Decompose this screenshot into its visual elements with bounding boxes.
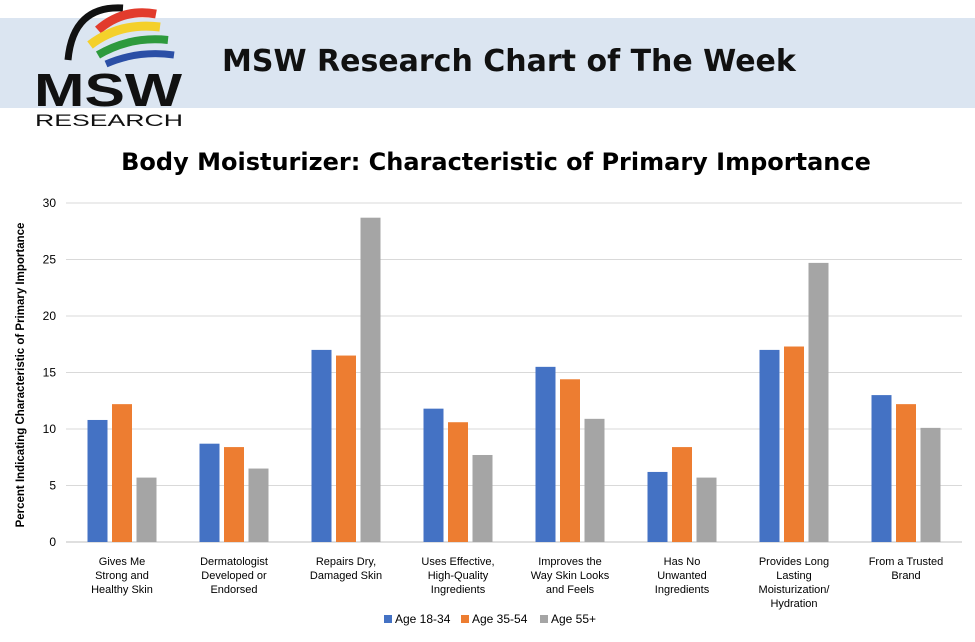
bar-age-55- [920, 427, 941, 542]
bar-age-55- [248, 468, 269, 542]
logo-arc-red [95, 8, 157, 34]
chart-container: Body Moisturizer: Characteristic of Prim… [0, 130, 975, 637]
legend-swatch [540, 615, 548, 623]
bar-age-55- [360, 217, 381, 542]
y-axis-label: Percent Indicating Characteristic of Pri… [15, 223, 27, 528]
y-tick-label: 15 [43, 366, 57, 380]
bar-age-35-54 [448, 422, 468, 542]
legend-label: Age 18-34 [395, 612, 451, 626]
x-category-labels: Gives Me Strong and Healthy Skin Dermatolog… [91, 556, 943, 610]
bar-age-35-54 [112, 404, 132, 542]
bar-age-18-34 [199, 443, 220, 542]
bar-age-55- [472, 454, 493, 542]
legend-label: Age 35-54 [472, 612, 528, 626]
bar-age-55- [584, 418, 605, 542]
y-tick-label: 25 [43, 253, 57, 267]
x-category-label: Damaged Skin [310, 570, 382, 582]
msw-logo: MSW RESEARCH [34, 4, 183, 130]
x-category-label: Healthy Skin [91, 584, 153, 596]
logo-subtext: RESEARCH [35, 111, 183, 130]
bar-age-35-54 [560, 379, 580, 542]
bar-age-18-34 [535, 366, 556, 542]
logo-text: MSW [34, 64, 183, 116]
x-category-label: Moisturization/ [759, 584, 831, 596]
y-tick-label: 20 [43, 309, 57, 323]
x-category-label: Repairs Dry, [316, 556, 376, 568]
x-category-label: Uses Effective, [421, 556, 494, 568]
x-category-label: Dermatologist [200, 556, 268, 568]
legend: Age 18-34 Age 35-54 Age 55+ [384, 612, 596, 626]
bar-chart: Body Moisturizer: Characteristic of Prim… [15, 148, 962, 626]
x-category-label: Unwanted [657, 570, 707, 582]
x-category-label: Ingredients [655, 584, 710, 596]
x-category-label: High-Quality [428, 570, 489, 582]
bar-age-35-54 [672, 447, 692, 542]
bars [87, 217, 941, 542]
bar-age-35-54 [224, 447, 244, 542]
x-category-label: Provides Long [759, 556, 829, 568]
x-category-label: Strong and [95, 570, 149, 582]
bar-age-18-34 [311, 349, 332, 542]
x-category-label: and Feels [546, 584, 595, 596]
x-category-label: Ingredients [431, 584, 486, 596]
logo-arc-blue [104, 50, 175, 68]
bar-age-18-34 [87, 419, 108, 542]
bar-age-18-34 [423, 408, 444, 542]
bar-age-55- [696, 477, 717, 542]
page-title: MSW Research Chart of The Week [222, 44, 796, 79]
bar-age-55- [808, 262, 829, 542]
bar-age-18-34 [759, 349, 780, 542]
x-category-label: Lasting [776, 570, 811, 582]
legend-swatch [384, 615, 392, 623]
x-category-label: Brand [891, 570, 920, 582]
legend-label: Age 55+ [551, 612, 596, 626]
bar-age-35-54 [336, 355, 356, 542]
header-banner [0, 18, 975, 108]
x-category-label: Endorsed [210, 584, 257, 596]
y-tick-label: 30 [43, 196, 57, 210]
y-tick-label: 0 [49, 535, 56, 549]
logo-arc-black [64, 4, 124, 61]
logo-arc-green [95, 35, 169, 59]
y-tick-label: 5 [49, 479, 56, 493]
bar-age-18-34 [871, 395, 892, 542]
y-tick-labels: 0 5 10 15 20 25 30 [43, 196, 57, 549]
logo-arc-yellow [87, 21, 161, 49]
bar-age-35-54 [784, 346, 804, 542]
bar-age-55- [136, 477, 157, 542]
x-category-label: Has No [664, 556, 701, 568]
x-category-label: Way Skin Looks [531, 570, 610, 582]
chart-title: Body Moisturizer: Characteristic of Prim… [121, 148, 871, 176]
x-category-label: From a Trusted [869, 556, 944, 568]
x-category-label: Hydration [770, 598, 817, 610]
x-category-label: Gives Me [99, 556, 145, 568]
bar-age-35-54 [896, 404, 916, 542]
legend-swatch [461, 615, 469, 623]
x-category-label: Improves the [538, 556, 602, 568]
x-category-label: Developed or [201, 570, 267, 582]
bar-age-18-34 [647, 471, 668, 542]
y-tick-label: 10 [43, 422, 57, 436]
